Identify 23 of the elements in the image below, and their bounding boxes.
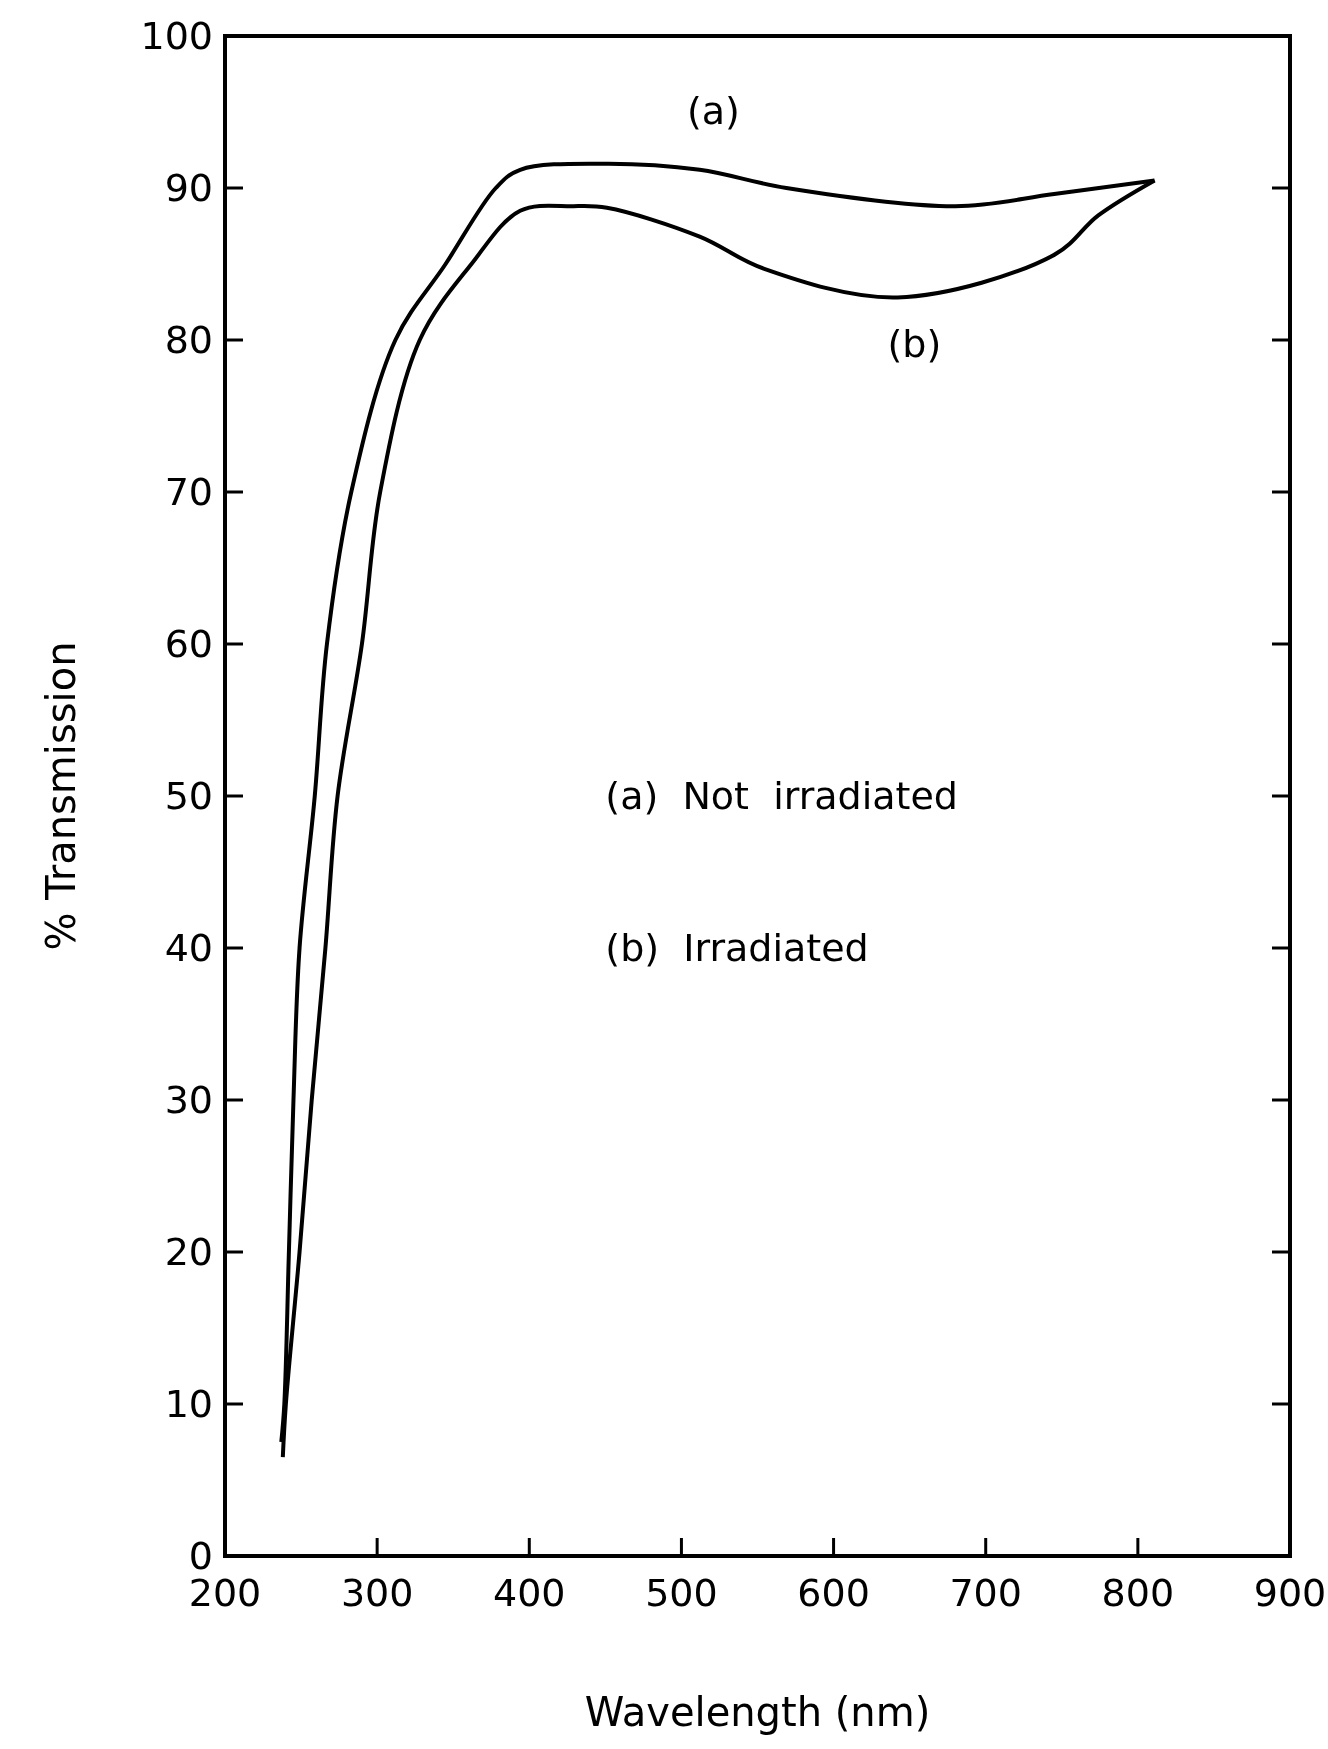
y-tick-label: 90 — [164, 166, 213, 211]
y-axis-title: % Transmission — [38, 641, 84, 951]
y-tick-label: 80 — [164, 318, 213, 363]
y-tick-label: 70 — [164, 470, 213, 515]
y-tick-label: 30 — [164, 1078, 213, 1123]
x-tick-label: 300 — [340, 1571, 414, 1615]
y-tick-label: 10 — [164, 1382, 213, 1427]
x-tick-label: 900 — [1253, 1571, 1327, 1615]
x-tick-label: 400 — [493, 1571, 566, 1615]
x-tick-label: 500 — [645, 1571, 718, 1615]
x-tick-label: 600 — [797, 1571, 870, 1615]
x-tick-label: 700 — [949, 1571, 1022, 1615]
x-tick-label: 800 — [1101, 1571, 1175, 1615]
series-label: (b) — [887, 322, 942, 367]
annotation: (b) Irradiated — [605, 926, 869, 971]
y-tick-label: 40 — [164, 926, 213, 971]
y-tick-label: 20 — [164, 1230, 213, 1275]
annotation: (a) Not irradiated — [605, 774, 958, 819]
y-tick-label: 100 — [140, 14, 213, 59]
y-tick-label: 60 — [164, 622, 213, 667]
series-label: (a) — [686, 88, 740, 133]
x-axis-title: Wavelength (nm) — [584, 1689, 931, 1735]
y-tick-label: 50 — [164, 774, 213, 819]
